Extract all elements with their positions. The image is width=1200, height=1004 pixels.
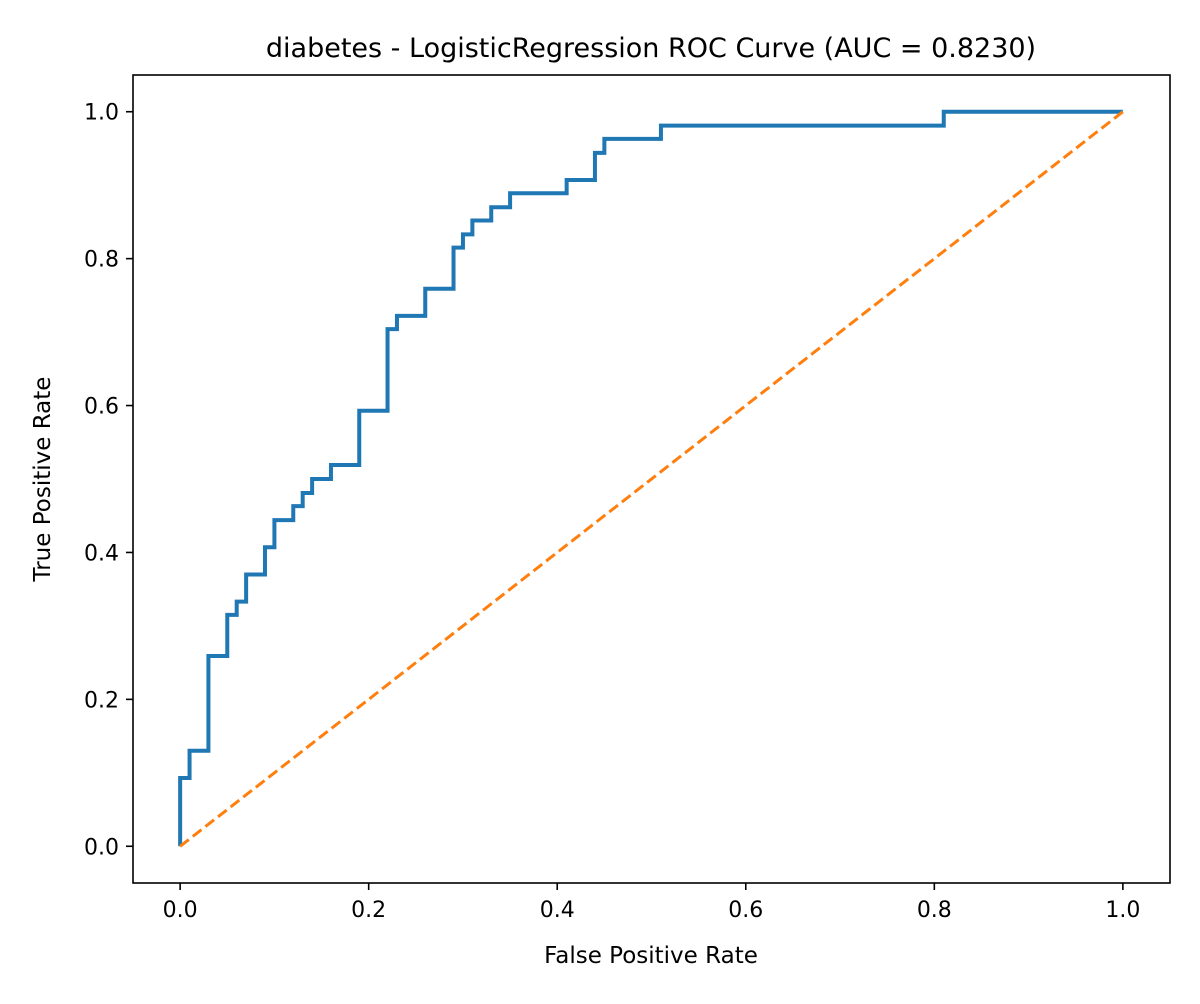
x-axis-label: False Positive Rate <box>544 943 758 969</box>
y-tick-label: 0.2 <box>84 688 119 713</box>
y-axis-label: True Positive Rate <box>30 377 56 583</box>
x-tick-label: 0.0 <box>163 898 198 923</box>
roc-curve-line <box>178 109 1123 847</box>
random-baseline-line <box>179 110 1124 848</box>
x-tick-label: 0.8 <box>917 898 952 923</box>
plot-frame <box>132 74 1171 884</box>
y-tick-label: 0.6 <box>84 395 119 420</box>
y-tick-label: 0.0 <box>84 835 119 860</box>
x-tick-label: 0.6 <box>728 898 763 923</box>
curves-layer <box>178 109 1124 848</box>
x-axis-ticks: 0.0 0.2 0.4 0.6 0.8 1.0 <box>163 883 1140 923</box>
y-tick-label: 0.8 <box>84 248 119 273</box>
x-tick-label: 1.0 <box>1105 898 1140 923</box>
x-tick-label: 0.4 <box>540 898 575 923</box>
y-tick-label: 1.0 <box>84 101 119 126</box>
x-tick-label: 0.2 <box>351 898 386 923</box>
y-axis-ticks: 0.0 0.2 0.4 0.6 0.8 1.0 <box>84 101 133 860</box>
chart-title: diabetes - LogisticRegression ROC Curve … <box>266 33 1036 64</box>
y-tick-label: 0.4 <box>84 541 119 566</box>
